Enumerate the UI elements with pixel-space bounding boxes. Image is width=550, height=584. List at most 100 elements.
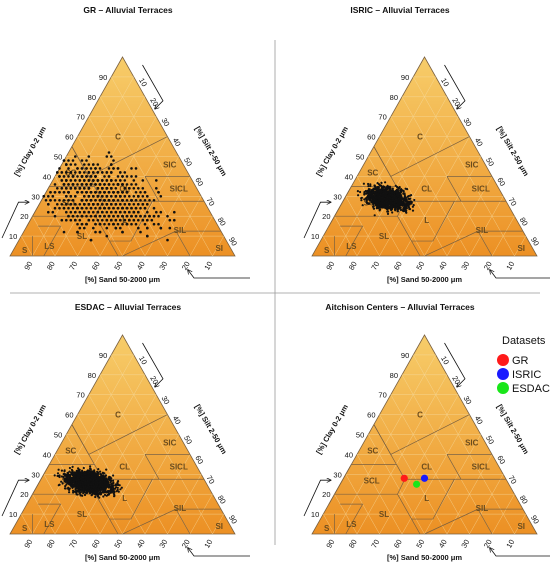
data-point <box>58 199 61 202</box>
data-point <box>69 218 73 222</box>
data-point <box>406 202 409 205</box>
axis-label-sand: [%] Sand 50-2000 μm <box>387 275 462 284</box>
data-point <box>105 203 109 206</box>
data-point <box>397 193 400 196</box>
data-point <box>92 171 95 174</box>
data-point <box>141 187 145 190</box>
grid-line-sand <box>368 434 425 535</box>
data-point <box>78 489 81 492</box>
data-point <box>396 208 399 211</box>
data-point <box>84 482 87 485</box>
class-label-sicl: SICL <box>472 462 490 471</box>
data-point <box>87 195 91 198</box>
data-point <box>80 175 84 178</box>
data-point <box>360 196 363 199</box>
arrow-sand <box>490 548 550 557</box>
grid-line-silt <box>446 176 493 257</box>
tick-sand: 90 <box>22 538 34 550</box>
data-point <box>123 210 127 214</box>
data-point <box>409 197 412 200</box>
tick-sand: 90 <box>22 260 34 272</box>
data-point <box>56 171 59 174</box>
panel-title: ESDAC – Alluvial Terraces <box>75 302 182 312</box>
data-point <box>119 226 122 230</box>
data-point <box>64 479 67 482</box>
data-point <box>83 471 87 474</box>
data-point <box>139 214 142 218</box>
grid-line-sand <box>21 235 33 257</box>
data-point <box>143 199 147 202</box>
data-point <box>114 226 118 230</box>
data-point <box>70 477 73 481</box>
data-point <box>97 493 100 496</box>
axis-label-clay: [%] Clay 0-2 μm <box>12 403 48 456</box>
data-point <box>83 179 86 182</box>
data-point <box>130 222 133 226</box>
data-points <box>53 465 123 499</box>
tick-clay: 30 <box>333 470 341 479</box>
tick-sand: 50 <box>112 538 124 550</box>
data-point <box>96 476 99 479</box>
data-point <box>394 208 397 211</box>
data-point <box>69 210 73 214</box>
grid-line-silt <box>469 196 504 257</box>
data-point <box>71 199 75 202</box>
data-point <box>391 197 394 200</box>
data-point <box>71 472 74 475</box>
data-point <box>68 470 71 473</box>
data-point <box>132 195 136 198</box>
data-point <box>65 195 68 198</box>
data-point <box>74 171 77 174</box>
data-point <box>103 191 106 194</box>
data-point <box>70 468 73 471</box>
class-label-sic: SIC <box>163 438 177 447</box>
tick-sand: 20 <box>482 538 494 550</box>
data-point <box>400 189 403 192</box>
data-point <box>42 195 46 198</box>
data-point <box>381 206 384 209</box>
data-point <box>78 210 82 214</box>
data-point <box>62 183 66 186</box>
tick-silt: 20 <box>148 96 160 108</box>
class-boundary <box>333 464 406 495</box>
axis-label-clay: [%] Clay 0-2 μm <box>314 125 350 178</box>
data-point <box>87 179 91 182</box>
data-point <box>76 486 79 489</box>
data-point <box>49 199 52 202</box>
class-boundary <box>175 508 191 535</box>
data-point <box>116 483 119 486</box>
data-point <box>116 175 120 178</box>
data-point <box>101 485 104 488</box>
data-point <box>389 193 392 196</box>
data-point <box>92 479 95 482</box>
tick-silt: 20 <box>450 96 462 108</box>
data-point <box>403 202 406 205</box>
data-point <box>397 191 400 194</box>
data-point <box>87 187 91 190</box>
data-point <box>93 491 96 494</box>
data-point <box>128 203 131 206</box>
data-point <box>108 475 111 479</box>
data-point <box>76 175 79 178</box>
grid-line-sand <box>390 394 470 535</box>
data-point <box>111 486 114 489</box>
grid-line-silt <box>77 394 157 535</box>
data-point <box>148 214 151 218</box>
data-point <box>110 179 113 182</box>
data-point <box>399 208 403 211</box>
data-point <box>125 175 129 178</box>
tick-sand: 90 <box>324 260 336 272</box>
data-point <box>130 167 133 170</box>
data-point <box>393 205 397 208</box>
data-point <box>116 486 119 489</box>
data-point <box>105 226 109 230</box>
data-point <box>94 183 97 186</box>
arrow-clay <box>1 202 29 239</box>
data-point <box>69 171 73 174</box>
class-label-ls: LS <box>44 242 55 251</box>
data-point <box>119 210 122 214</box>
data-point <box>104 481 107 484</box>
tick-silt: 80 <box>216 216 228 228</box>
grid-line-sand <box>413 76 515 257</box>
data-point <box>101 218 104 222</box>
